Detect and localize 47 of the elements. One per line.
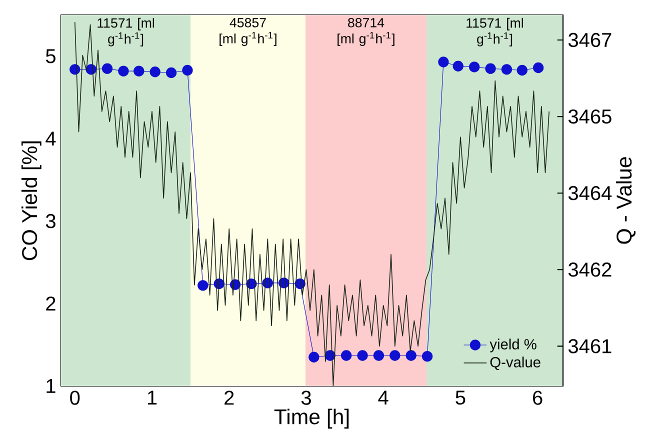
point [422,350,433,362]
y-tick-label: 1 [46,379,56,393]
point [118,66,129,76]
point [516,64,528,76]
x-tick-label: 4 [378,390,388,404]
point [182,64,193,76]
point [468,62,480,72]
y-tick-label: 4 [46,132,56,146]
point [373,350,384,361]
point [166,67,177,78]
point [308,352,320,362]
point [198,280,208,291]
y-tick-label: 3 [46,214,56,228]
y2-tick-label: 3464 [568,186,612,200]
x-tick-label: 2 [224,390,234,405]
band-label: 11571 [ml g$^{-1}$h$^{-1}$] [98,18,154,46]
y2-tick-label: 3467 [568,32,612,48]
legend-label: yield % [490,338,536,352]
legend-label: Q-value [490,356,540,370]
point [340,350,352,361]
band-label: 45857 [ml g$^{-1}$h$^{-1}$] [220,18,276,46]
y2-tick-label: 3462 [568,262,612,277]
y2-axis-title: Q - Value [616,157,636,244]
x-tick-label: 6 [533,390,542,405]
point [501,64,512,75]
band-label: 88714 [ml g$^{-1}$h$^{-1}$] [338,18,394,46]
x-tick-label: 1 [148,390,157,404]
y-tick-label: 5 [46,49,56,64]
band-label: 11571 [ml g$^{-1}$h$^{-1}$] [466,18,524,46]
point [485,63,496,74]
x-axis-title: Time [h] [274,408,349,429]
point [438,56,449,68]
point [357,350,368,361]
point [134,66,144,76]
x-tick-label: 3 [301,390,311,405]
point [150,66,160,78]
point [102,63,113,74]
x-tick-label: 0 [70,390,80,405]
point [452,60,464,72]
y2-tick-label: 3461 [568,339,612,354]
y2-tick-label: 3465 [568,109,612,124]
y-axis-title: CO Yield [%] [21,141,42,260]
y-tick-label: 2 [46,296,56,311]
point [406,350,416,361]
point [390,350,400,361]
point [532,62,544,74]
x-tick-label: 5 [456,390,466,405]
